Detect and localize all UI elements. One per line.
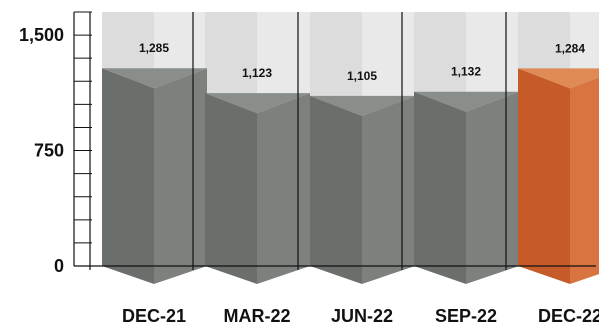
bars bbox=[102, 68, 599, 285]
bar-front bbox=[518, 68, 570, 284]
data-label: 1,132 bbox=[451, 65, 481, 79]
category-label: SEP-22 bbox=[435, 306, 497, 326]
y-axis bbox=[73, 11, 596, 267]
y-tick-label: 750 bbox=[34, 141, 64, 161]
bar-cap bbox=[205, 93, 310, 114]
bar-cap bbox=[310, 95, 415, 116]
y-tick-label: 1,500 bbox=[19, 25, 64, 45]
category-label: DEC-21 bbox=[122, 306, 186, 326]
labels: 1,285 DEC-21 1,123 MAR-22 1,105 JUN-22 1,132 SE… bbox=[19, 25, 599, 326]
data-label: 1,123 bbox=[242, 66, 272, 80]
y-tick-label: 0 bbox=[54, 256, 64, 276]
bar-cap bbox=[518, 68, 599, 89]
data-label: 1,284 bbox=[555, 41, 585, 55]
bar-cap bbox=[102, 68, 207, 89]
bar-side bbox=[466, 91, 519, 285]
category-label: MAR-22 bbox=[223, 306, 290, 326]
bar-side bbox=[362, 95, 415, 284]
bar-side bbox=[154, 68, 207, 284]
bar-cap bbox=[414, 91, 519, 112]
bar-front bbox=[205, 93, 257, 284]
data-label: 1,105 bbox=[347, 69, 377, 83]
bar-side bbox=[257, 93, 310, 284]
category-label: DEC-22 bbox=[538, 306, 599, 326]
data-label: 1,285 bbox=[139, 41, 169, 55]
bar-side bbox=[570, 77, 599, 284]
bar-front bbox=[414, 91, 466, 285]
column-separators bbox=[89, 12, 507, 270]
category-label: JUN-22 bbox=[331, 306, 393, 326]
bar-front bbox=[310, 95, 362, 284]
bar-front bbox=[102, 68, 154, 284]
